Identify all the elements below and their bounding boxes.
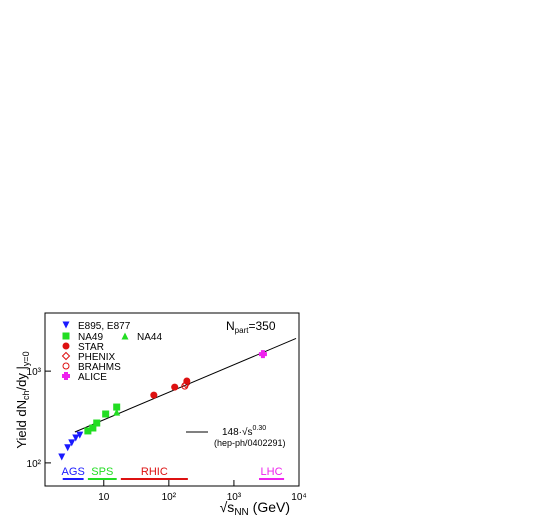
y-label-part: /dy | xyxy=(14,366,29,390)
legend-label: BRAHMS xyxy=(78,362,121,373)
y-axis-label: Yield dNch/dy |y=0 xyxy=(14,351,31,448)
marker xyxy=(64,444,72,452)
marker xyxy=(102,410,110,418)
x-label-part: (GeV) xyxy=(249,499,290,515)
x-label-part: NN xyxy=(234,507,248,518)
legend-marker xyxy=(62,342,70,350)
energy-band-label: RHIC xyxy=(141,466,168,478)
fit-label: 148·√s0.30 xyxy=(222,425,266,438)
legend-marker xyxy=(62,362,70,370)
marker xyxy=(76,431,84,439)
y-label-part: Yield dN xyxy=(14,400,29,449)
x-tick-label: 10² xyxy=(162,492,177,503)
marker xyxy=(181,382,189,390)
fit-reference: (hep-ph/0402291) xyxy=(214,438,286,448)
legend-label: E895, E877 xyxy=(78,321,131,332)
fit-label-part: 0.30 xyxy=(253,425,267,432)
plot-frame xyxy=(44,312,300,487)
energy-band-label: LHC xyxy=(261,466,283,478)
x-tick-label: 10⁴ xyxy=(291,492,306,503)
x-axis-label: √sNN (GeV) xyxy=(220,499,290,518)
legend-marker xyxy=(61,351,71,361)
x-tick-label: 10 xyxy=(98,492,110,503)
legend-marker xyxy=(121,332,129,340)
legend-marker xyxy=(62,372,70,380)
marker xyxy=(258,350,267,359)
legend-marker xyxy=(62,332,70,340)
marker xyxy=(89,424,97,432)
energy-band-label: AGS xyxy=(62,466,85,478)
y-label-part: ch xyxy=(21,390,31,400)
marker xyxy=(113,403,121,411)
marker xyxy=(171,383,179,391)
y-tick-label: 10³ xyxy=(27,367,42,378)
x-label-part: √s xyxy=(220,499,235,515)
marker xyxy=(72,434,80,442)
legend-label: STAR xyxy=(78,342,104,353)
y-tick-label: 10² xyxy=(27,459,42,470)
marker xyxy=(93,419,101,427)
fit-label-part: 148·√s xyxy=(222,426,253,438)
marker xyxy=(84,427,92,435)
legend-label: PHENIX xyxy=(78,352,116,363)
annotation: Npart=350 xyxy=(226,319,276,335)
annotation-part: part xyxy=(235,326,250,335)
marker xyxy=(113,408,121,416)
y-label-part: y=0 xyxy=(21,351,31,366)
marker xyxy=(150,391,158,399)
annotation-part: N xyxy=(226,319,235,333)
energy-band-label: SPS xyxy=(91,466,113,478)
marker xyxy=(58,453,66,461)
legend-label: ALICE xyxy=(78,372,107,383)
legend-label: NA49 xyxy=(78,332,103,343)
x-tick-label: 10³ xyxy=(227,492,242,503)
marker xyxy=(68,439,76,447)
legend-marker xyxy=(62,321,70,329)
annotation-part: =350 xyxy=(248,319,275,333)
legend-label: NA44 xyxy=(137,332,162,343)
